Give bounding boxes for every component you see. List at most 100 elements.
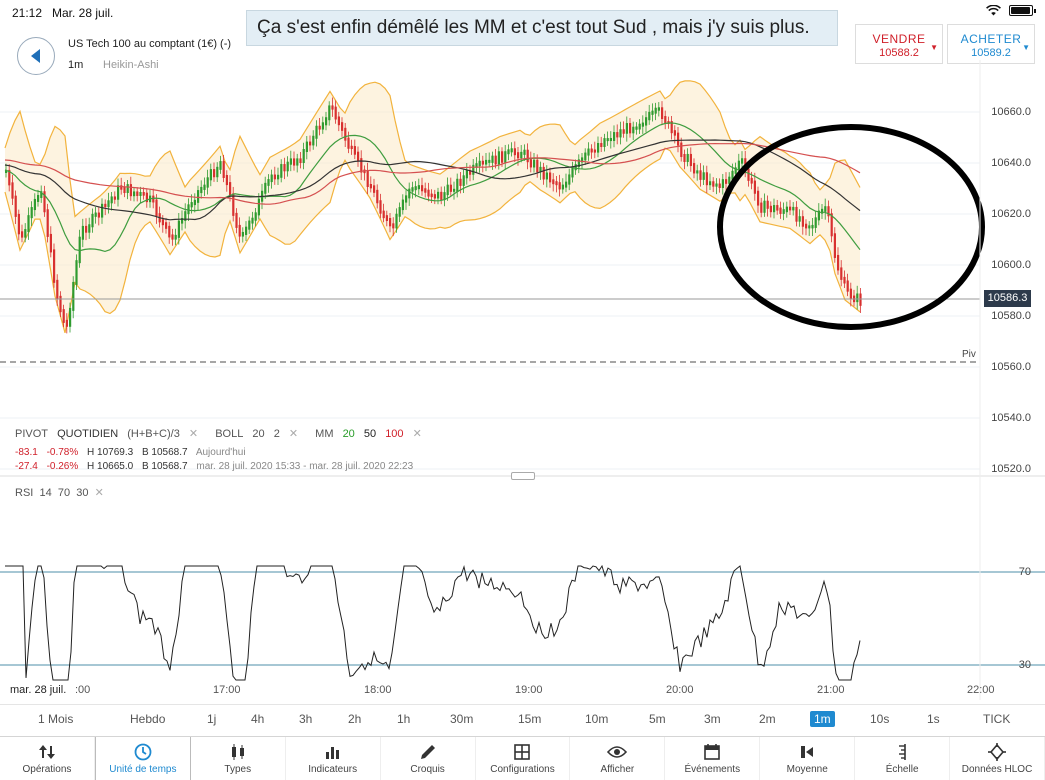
tool-donnees-hloc[interactable]: Données HLOC (950, 737, 1045, 780)
tool-types[interactable]: Types (191, 737, 286, 780)
candle-body (565, 181, 568, 188)
tool-indicateurs[interactable]: Indicateurs (286, 737, 381, 780)
candle-body (488, 159, 491, 163)
remove-mm-icon[interactable]: ✕ (412, 428, 422, 440)
candle-body (561, 184, 564, 190)
time-axis-date: mar. 28 juil. (10, 684, 67, 696)
candle-body (113, 196, 116, 200)
candle-body (449, 184, 452, 192)
remove-pivot-icon[interactable]: ✕ (188, 428, 199, 440)
buy-button[interactable]: ACHETER 10589.2 ▼ (947, 24, 1035, 64)
candle-body (433, 194, 436, 199)
bar-chart-icon (324, 743, 342, 761)
remove-rsi-icon[interactable]: ✕ (94, 487, 104, 499)
tool-evenements[interactable]: Événements (665, 737, 761, 780)
timeframe-3h[interactable]: 3h (299, 712, 313, 726)
candle-body (302, 149, 305, 164)
candle-body (520, 151, 523, 159)
candle-body (312, 135, 315, 146)
timeframe-3m[interactable]: 3m (704, 712, 721, 726)
mm-100: 100 (385, 428, 404, 440)
candle-body (392, 223, 395, 229)
status-date: Mar. 28 juil. (52, 6, 114, 20)
timeframe-2m[interactable]: 2m (759, 712, 776, 726)
price-axis-label: 10620.0 (991, 208, 1031, 220)
timeframe-tick[interactable]: TICK (983, 712, 1011, 726)
price-chart[interactable] (0, 0, 1045, 700)
candle-body (529, 159, 532, 168)
candle-body (517, 152, 520, 159)
timeframe-10s[interactable]: 10s (870, 712, 890, 726)
tool-operations[interactable]: Opérations (0, 737, 95, 780)
panel-resize-handle[interactable] (511, 472, 535, 480)
tool-moyenne[interactable]: Moyenne (760, 737, 856, 780)
tool-echelle[interactable]: Échelle (855, 737, 951, 780)
back-button[interactable] (17, 37, 55, 75)
candle-body (558, 182, 561, 190)
candle-body (155, 199, 158, 217)
timeframe-5m[interactable]: 5m (649, 712, 666, 726)
pivot-type: QUOTIDIEN (57, 428, 119, 440)
timeframe-30m[interactable]: 30m (450, 712, 474, 726)
candle-body (622, 129, 625, 134)
tool-label: Unité de temps (109, 763, 177, 775)
boll-indicator[interactable]: BOLL (215, 428, 244, 440)
candle-body (401, 199, 404, 211)
buy-label: ACHETER (960, 32, 1022, 46)
mm-indicator[interactable]: MM (315, 428, 334, 440)
candle-body (318, 125, 321, 130)
candle-body (222, 161, 225, 178)
instrument-name[interactable]: US Tech 100 au comptant (1€) (-) (68, 38, 232, 50)
rsi-legend: RSI 14 70 30 ✕ (15, 486, 104, 499)
timeframe-1s[interactable]: 1s (927, 712, 940, 726)
candle-body (632, 126, 635, 134)
candle-body (17, 213, 20, 235)
sell-button[interactable]: VENDRE 10588.2 ▼ (855, 24, 943, 64)
candle-body (625, 123, 628, 134)
tool-label: Échelle (885, 763, 919, 775)
candle-body (539, 166, 542, 173)
tool-afficher[interactable]: Afficher (570, 737, 666, 780)
tool-unite-de-temps[interactable]: Unité de temps (94, 737, 191, 780)
candle-body (305, 141, 308, 153)
tool-croquis[interactable]: Croquis (381, 737, 476, 780)
timeframe-10m[interactable]: 10m (585, 712, 609, 726)
candle-body (574, 164, 577, 171)
candle-body (760, 202, 763, 213)
remove-boll-icon[interactable]: ✕ (288, 428, 299, 440)
candle-body (549, 172, 552, 183)
timeframe-1h[interactable]: 1h (397, 712, 411, 726)
pivot-indicator[interactable]: PIVOT (15, 428, 49, 440)
crosshair-icon (988, 742, 1007, 761)
candle-body (769, 205, 772, 213)
timeframe-15m[interactable]: 15m (518, 712, 542, 726)
timeframe-4h[interactable]: 4h (251, 712, 265, 726)
candle-body (571, 167, 574, 178)
timeframe-1j[interactable]: 1j (207, 712, 217, 726)
timeframe-1-mois[interactable]: 1 Mois (38, 712, 74, 726)
tool-configurations[interactable]: Configurations (476, 737, 571, 780)
timeframe-hebdo[interactable]: Hebdo (130, 712, 166, 726)
rsi-indicator[interactable]: RSI (15, 487, 34, 499)
candle-body (619, 129, 622, 138)
candle-body (427, 189, 430, 197)
back-arrow-icon (31, 49, 40, 63)
candle-body (309, 141, 312, 146)
candle-body (645, 117, 648, 126)
price-axis-label: 10520.0 (991, 463, 1031, 475)
timeframe-1m[interactable]: 1m (810, 711, 835, 727)
candle-body (523, 149, 526, 155)
candle-body (344, 127, 347, 141)
candle-body (859, 293, 862, 306)
rsi-period: 14 (39, 487, 52, 499)
timeframe-2h[interactable]: 2h (348, 712, 362, 726)
price-axis-label: 10560.0 (991, 361, 1031, 373)
candle-body (373, 185, 376, 193)
change-range: -27.4 (15, 461, 38, 472)
tool-label: Moyenne (786, 763, 828, 775)
candle-body (664, 116, 667, 125)
average-icon (798, 743, 816, 761)
candle-body (27, 215, 30, 233)
candle-body (443, 192, 446, 201)
candle-body (209, 169, 212, 181)
